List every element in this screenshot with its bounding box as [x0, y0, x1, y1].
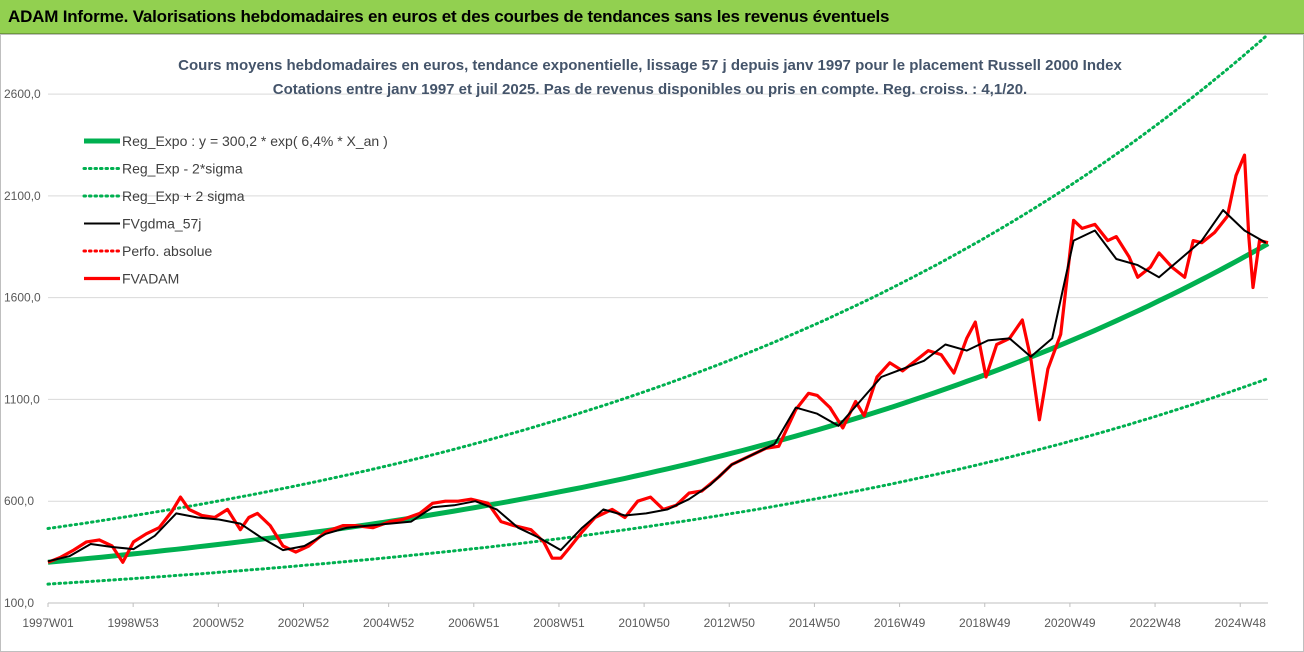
y-tick-label: 1100,0: [4, 392, 40, 406]
y-axis-ticks: 100,0 600,0 1100,0 1600,0 2100,0 2600,0: [4, 87, 41, 610]
series-line-fvgdma-57j: [47, 209, 1267, 563]
legend-label: FVADAM: [122, 271, 179, 287]
series-line-reg-expo-y-300-2-exp-6-4-x-an: [47, 241, 1270, 565]
y-tick-label: 2600,0: [4, 87, 41, 101]
legend-label: Reg_Exp - 2*sigma: [122, 161, 243, 177]
x-tick-label: 2008W51: [533, 616, 585, 630]
x-tick-label: 2016W49: [874, 616, 926, 630]
x-tick-label: 2000W52: [193, 616, 245, 630]
report-header: ADAM Informe. Valorisations hebdomadaire…: [0, 0, 1304, 34]
x-tick-label: 2004W52: [363, 616, 415, 630]
legend-label: Reg_Exp + 2 sigma: [122, 188, 245, 204]
x-axis-ticks: 1997W01 1998W53 2000W52 2002W52 2004W52 2006W…: [22, 603, 1266, 630]
x-tick-label: 2010W50: [618, 616, 670, 630]
x-tick-label: 2022W48: [1129, 616, 1181, 630]
legend-label: Reg_Expo : y = 300,2 * exp( 6,4% * X_an …: [122, 133, 388, 149]
x-tick-label: 2020W49: [1044, 616, 1096, 630]
chart-subtitle: Cotations entre janv 1997 et juil 2025. …: [273, 81, 1027, 98]
x-tick-label: 2024W48: [1215, 616, 1267, 630]
x-tick-label: 1997W01: [22, 616, 74, 630]
legend-label: FVgdma_57j: [122, 216, 201, 232]
plot-area: [46, 32, 1270, 586]
x-tick-label: 2006W51: [448, 616, 500, 630]
chart-title: Cours moyens hebdomadaires en euros, ten…: [178, 57, 1122, 74]
y-tick-label: 600,0: [4, 494, 34, 508]
x-tick-label: 2014W50: [789, 616, 841, 630]
series-line-fvadam: [47, 153, 1269, 564]
legend-label: Perfo. absolue: [122, 243, 212, 259]
series-line-reg-exp-2-sigma: [46, 32, 1270, 530]
y-tick-label: 100,0: [4, 596, 34, 610]
y-tick-label: 1600,0: [4, 291, 41, 305]
series-line-reg-exp-2-sigma: [46, 377, 1270, 586]
chart-legend: Reg_Expo : y = 300,2 * exp( 6,4% * X_an …: [82, 133, 388, 287]
y-tick-label: 2100,0: [4, 189, 41, 203]
report-title: ADAM Informe. Valorisations hebdomadaire…: [8, 7, 890, 26]
x-tick-label: 2012W50: [704, 616, 756, 630]
x-tick-label: 2018W49: [959, 616, 1011, 630]
x-tick-label: 1998W53: [107, 616, 159, 630]
x-tick-label: 2002W52: [278, 616, 330, 630]
